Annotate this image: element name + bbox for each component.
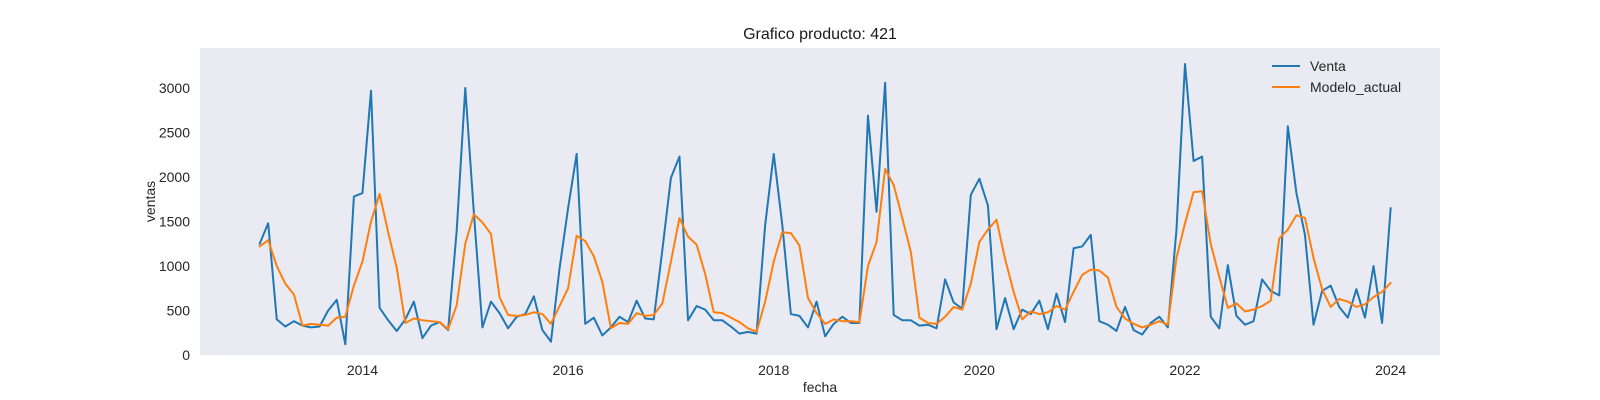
y-axis-ticks: 0 500 1000 1500 2000 2500 3000 [159, 80, 190, 363]
y-tick-label: 0 [182, 347, 190, 363]
x-tick-label: 2022 [1169, 362, 1200, 378]
chart-title: Grafico producto: 421 [743, 26, 897, 43]
series-layer [258, 63, 1392, 346]
plot-area [200, 48, 1440, 355]
x-axis-ticks: 2014 2016 2018 2020 2022 2024 [347, 362, 1407, 378]
y-tick-label: 2500 [159, 125, 190, 141]
x-tick-label: 2020 [964, 362, 995, 378]
legend-entry: Venta [1310, 58, 1346, 74]
x-tick-label: 2016 [553, 362, 584, 378]
x-axis-label: fecha [803, 379, 837, 395]
legend: Venta Modelo_actual [1272, 58, 1401, 95]
x-tick-label: 2018 [758, 362, 789, 378]
series-line-modelo-actual [258, 168, 1392, 333]
y-tick-label: 1500 [159, 214, 190, 230]
y-axis-label: ventas [142, 181, 158, 222]
y-tick-label: 2000 [159, 169, 190, 185]
legend-entry: Modelo_actual [1310, 79, 1401, 95]
y-tick-label: 3000 [159, 80, 190, 96]
x-tick-label: 2024 [1375, 362, 1406, 378]
y-tick-label: 500 [167, 303, 191, 319]
y-tick-label: 1000 [159, 258, 190, 274]
x-tick-label: 2014 [347, 362, 378, 378]
